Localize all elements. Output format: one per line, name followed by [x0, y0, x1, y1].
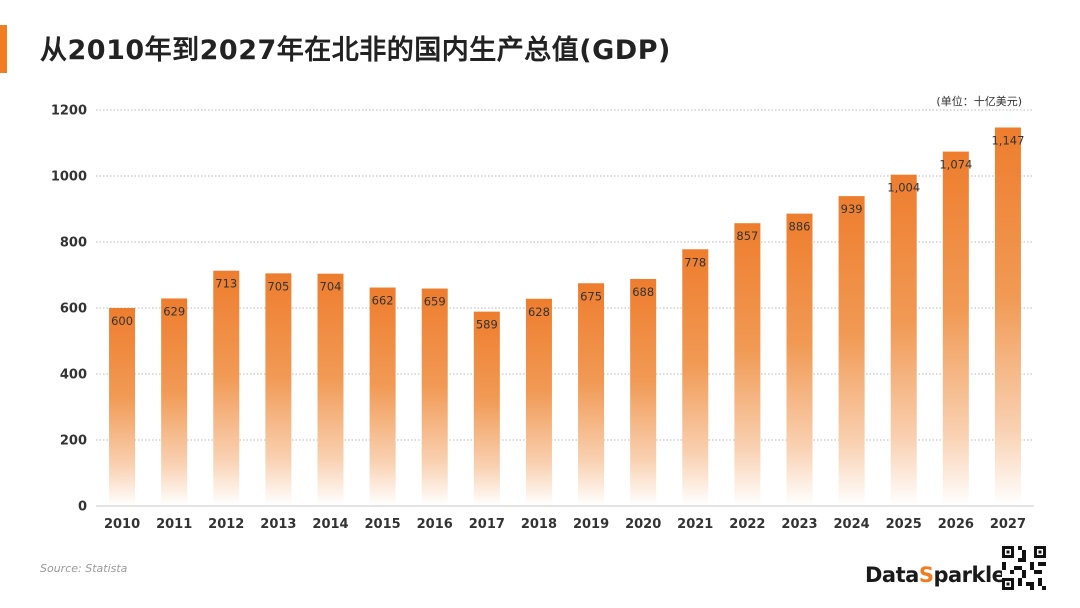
bar-value-label: 713 [215, 277, 237, 291]
x-tick-label: 2019 [573, 517, 609, 532]
bar [630, 278, 657, 506]
bar-value-label: 688 [632, 285, 654, 299]
y-tick-label: 800 [60, 236, 87, 251]
bar-value-label: 675 [580, 289, 602, 303]
x-tick-label: 2023 [781, 517, 817, 532]
bar-value-label: 628 [528, 305, 550, 319]
bar-value-label: 705 [267, 279, 289, 293]
bar [890, 174, 917, 506]
bar [838, 196, 865, 506]
x-tick-label: 2022 [729, 517, 765, 532]
bar [786, 213, 813, 506]
y-tick-label: 1200 [51, 104, 87, 119]
bar [994, 127, 1021, 506]
x-tick-label: 2025 [886, 517, 922, 532]
bar [317, 273, 344, 506]
bar-value-label: 1,004 [887, 181, 920, 195]
y-tick-label: 600 [60, 302, 87, 317]
brand-logo: DataSparkle [865, 563, 1006, 587]
x-tick-label: 2013 [260, 517, 296, 532]
bar [682, 249, 709, 506]
qr-code-icon [1002, 546, 1046, 590]
bar [161, 298, 188, 506]
chart-title: 从2010年到2027年在北非的国内生产总值(GDP) [40, 35, 671, 66]
x-tick-label: 2017 [469, 517, 505, 532]
bar-value-label: 600 [111, 314, 133, 328]
bar-value-label: 589 [476, 318, 498, 332]
bar-value-label: 857 [736, 229, 758, 243]
x-tick-label: 2011 [156, 517, 192, 532]
bar-value-label: 1,147 [991, 133, 1024, 147]
x-tick-label: 2026 [938, 517, 974, 532]
unit-label: (单位：十亿美元) [936, 95, 1022, 108]
y-tick-label: 200 [60, 434, 87, 449]
y-tick-label: 400 [60, 368, 87, 383]
bar [578, 283, 605, 506]
bar-value-label: 704 [320, 280, 342, 294]
x-tick-label: 2012 [208, 517, 244, 532]
bar-value-label: 939 [841, 202, 863, 216]
bar [369, 287, 396, 506]
x-tick-label: 2020 [625, 517, 661, 532]
x-tick-label: 2016 [417, 517, 453, 532]
bar [265, 273, 292, 506]
x-tick-label: 2024 [834, 517, 870, 532]
title-accent-bar [0, 25, 7, 73]
x-tick-label: 2021 [677, 517, 713, 532]
source-note: Source: Statista [40, 562, 128, 575]
bar-value-label: 886 [789, 220, 811, 234]
bar-value-label: 1,074 [939, 158, 972, 172]
brand-accent: S [918, 563, 934, 587]
bar-value-label: 662 [372, 294, 394, 308]
x-tick-label: 2010 [104, 517, 140, 532]
bar [109, 308, 136, 506]
x-tick-label: 2015 [365, 517, 401, 532]
bar [473, 311, 500, 506]
bar [421, 288, 448, 506]
x-tick-label: 2018 [521, 517, 557, 532]
bar-value-label: 629 [163, 304, 185, 318]
x-tick-label: 2014 [312, 517, 348, 532]
x-tick-label: 2027 [990, 517, 1026, 532]
y-tick-label: 1000 [51, 170, 87, 185]
bar [734, 223, 761, 506]
bar-value-label: 778 [684, 255, 706, 269]
bar [525, 298, 552, 506]
brand-prefix: Data [865, 563, 919, 587]
bar [942, 151, 969, 506]
bar [213, 270, 240, 506]
y-tick-label: 0 [78, 500, 87, 515]
bar-value-label: 659 [424, 295, 446, 309]
brand-suffix: parkle [933, 563, 1006, 587]
